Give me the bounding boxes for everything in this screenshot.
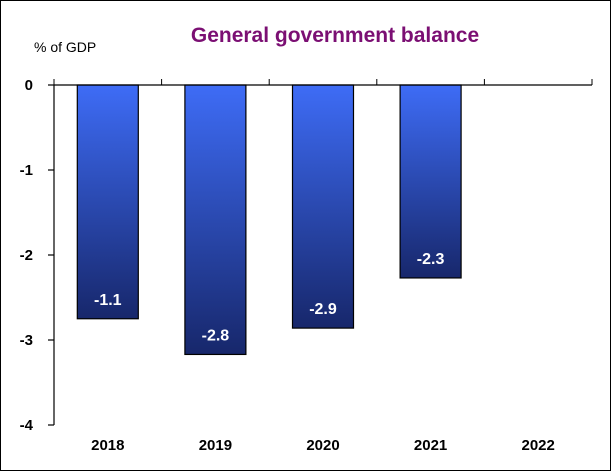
axes-group: 2018 2019 2020 2021 2022 0 -1 -2 -3 -4 xyxy=(20,77,593,454)
bar-2018 xyxy=(76,84,139,320)
x-tick-label-2022: 2022 xyxy=(522,437,555,454)
data-label-2018: -1.1 xyxy=(94,292,122,309)
data-label-2019: -2.8 xyxy=(202,327,230,344)
x-tick-label-2021: 2021 xyxy=(414,437,447,454)
y-tick-label: 0 xyxy=(25,77,33,94)
y-tick-label: -1 xyxy=(20,162,33,179)
x-tick-label-2020: 2020 xyxy=(306,437,339,454)
y-axis-unit-label: % of GDP xyxy=(34,39,96,55)
bar-2019 xyxy=(184,84,247,356)
bars-group: -1.1 -2.8 -2.9 -2.3 xyxy=(76,84,462,356)
y-tick-label: -3 xyxy=(20,332,33,349)
bar-2021 xyxy=(399,84,462,279)
y-tick-label: -2 xyxy=(20,247,33,264)
x-tick-label-2018: 2018 xyxy=(91,437,124,454)
x-tick-label-2019: 2019 xyxy=(199,437,232,454)
chart-title: General government balance xyxy=(191,24,479,47)
bar-2020 xyxy=(291,84,355,329)
y-tick-label: -4 xyxy=(20,417,34,434)
data-label-2020: -2.9 xyxy=(309,301,337,318)
data-label-2021: -2.3 xyxy=(417,251,445,268)
